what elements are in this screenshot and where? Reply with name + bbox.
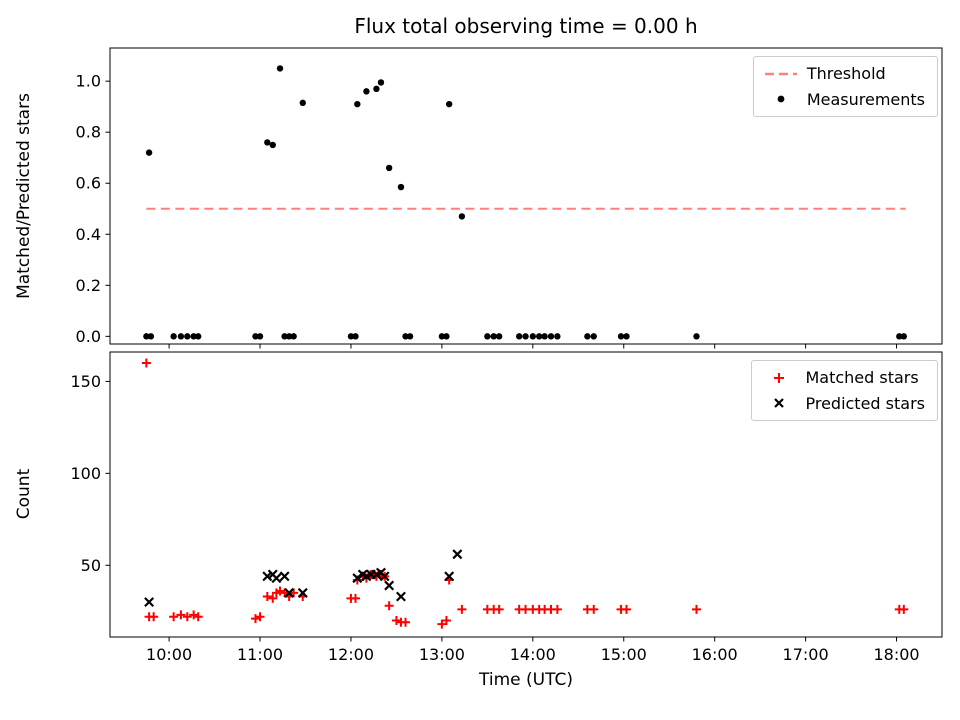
- svg-text:0.6: 0.6: [76, 174, 101, 193]
- svg-text:0.2: 0.2: [76, 276, 101, 295]
- legend-label-matched-stars: Matched stars: [805, 368, 919, 387]
- legend-count-chart: Matched stars Predicted stars: [751, 360, 938, 422]
- legend-item-measurements: Measurements: [764, 89, 925, 109]
- legend-item-predicted-stars: Predicted stars: [762, 393, 925, 413]
- legend-ratio-chart: Threshold Measurements: [752, 56, 938, 118]
- legend-label-threshold: Threshold: [806, 64, 886, 83]
- legend-item-matched-stars: Matched stars: [762, 369, 925, 387]
- svg-text:150: 150: [70, 372, 101, 391]
- svg-text:13:00: 13:00: [419, 645, 465, 664]
- legend-item-threshold: Threshold: [764, 65, 925, 83]
- svg-text:10:00: 10:00: [146, 645, 192, 664]
- legend-label-predicted-stars: Predicted stars: [805, 393, 925, 413]
- svg-text:0.8: 0.8: [76, 123, 101, 142]
- svg-text:16:00: 16:00: [692, 645, 738, 664]
- svg-text:12:00: 12:00: [328, 645, 374, 664]
- legend-label-measurements: Measurements: [806, 89, 925, 109]
- svg-text:0.4: 0.4: [76, 225, 101, 244]
- matched-plus-icon: [762, 372, 796, 384]
- svg-text:14:00: 14:00: [510, 645, 556, 664]
- svg-text:11:00: 11:00: [237, 645, 283, 664]
- measurements-dot-icon: [764, 94, 798, 104]
- svg-text:1.0: 1.0: [76, 72, 101, 91]
- plot-title: Flux total observing time = 0.00 h: [354, 14, 698, 38]
- svg-text:0.0: 0.0: [76, 327, 101, 346]
- svg-text:17:00: 17:00: [783, 645, 829, 664]
- time-axis-label: Time (UTC): [479, 670, 573, 690]
- svg-text:100: 100: [70, 464, 101, 483]
- svg-text:18:00: 18:00: [873, 645, 919, 664]
- predicted-x-icon: [762, 397, 796, 409]
- threshold-dashed-line-icon: [764, 71, 798, 77]
- svg-text:50: 50: [81, 556, 101, 575]
- svg-text:15:00: 15:00: [601, 645, 647, 664]
